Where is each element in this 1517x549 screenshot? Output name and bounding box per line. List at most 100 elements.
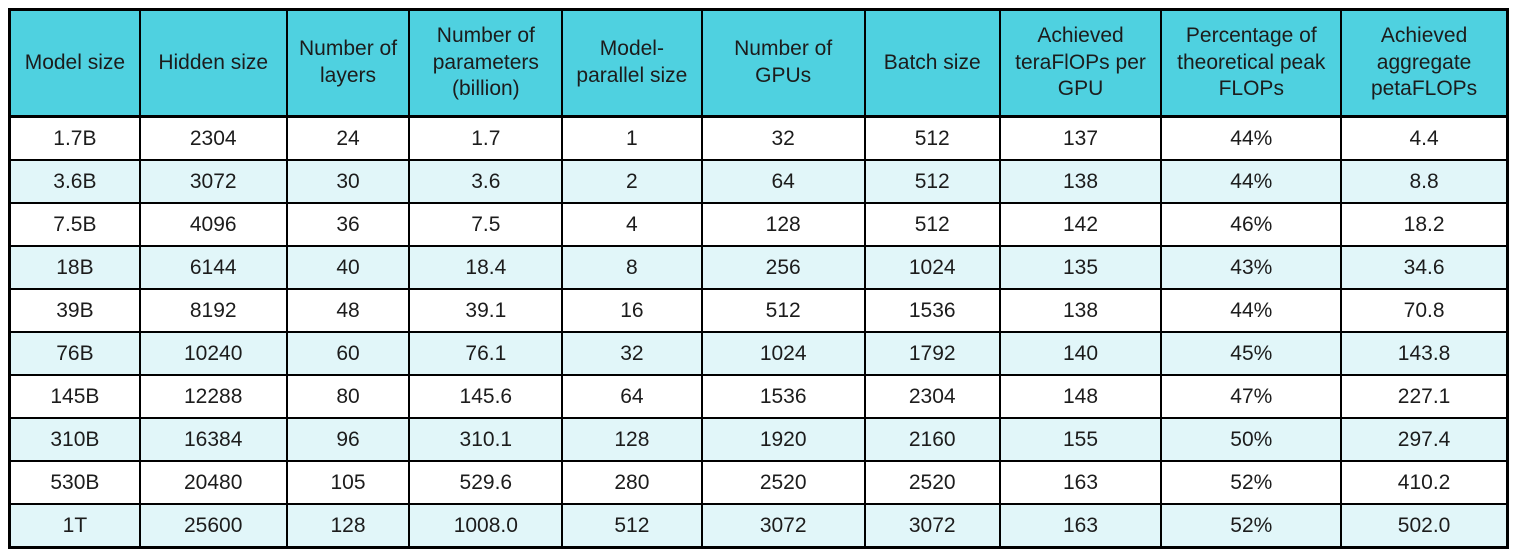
table-row: 145B 12288 80 145.6 64 1536 2304 148 47% 227.1 (8, 374, 1509, 419)
table-cell: 2160 (863, 417, 1001, 462)
table-row: 530B 20480 105 529.6 280 2520 2520 163 52% 410.2 (8, 460, 1509, 505)
table-cell: 36 (285, 202, 411, 247)
table-cell: 76.1 (408, 331, 564, 376)
table-cell: 155 (998, 417, 1163, 462)
table-cell: 39B (8, 288, 141, 333)
table-row: 18B 6144 40 18.4 8 256 1024 135 43% 34.6 (8, 245, 1509, 290)
table-row: 39B 8192 48 39.1 16 512 1536 138 44% 70.8 (8, 288, 1509, 333)
table-cell: 7.5 (408, 202, 564, 247)
table-cell: 145B (8, 374, 141, 419)
table-cell: 135 (998, 245, 1163, 290)
table-cell: 145.6 (408, 374, 564, 419)
table-cell: 137 (998, 115, 1163, 161)
table-cell: 529.6 (408, 460, 564, 505)
table-cell: 45% (1160, 331, 1343, 376)
table-cell: 227.1 (1340, 374, 1509, 419)
table-cell: 530B (8, 460, 141, 505)
table-cell: 12288 (138, 374, 288, 419)
table-cell: 2520 (863, 460, 1001, 505)
table-row: 76B 10240 60 76.1 32 1024 1792 140 45% 143.8 (8, 331, 1509, 376)
table-row: 3.6B 3072 30 3.6 2 64 512 138 44% 8.8 (8, 159, 1509, 204)
table-cell: 96 (285, 417, 411, 462)
column-header-1: Model size (8, 8, 141, 118)
table-cell: 64 (561, 374, 703, 419)
table-cell: 1024 (863, 245, 1001, 290)
table-cell: 40 (285, 245, 411, 290)
table-body: 1.7B 2304 24 1.7 1 32 512 137 44% 4.4 3.6B 3072 30 3.… (8, 115, 1509, 549)
column-header-2: Hidden size (138, 8, 288, 118)
table-cell: 1T (8, 503, 141, 549)
table-cell: 39.1 (408, 288, 564, 333)
table-cell: 1008.0 (408, 503, 564, 549)
table-cell: 143.8 (1340, 331, 1509, 376)
table-cell: 47% (1160, 374, 1343, 419)
table-cell: 256 (700, 245, 866, 290)
table-cell: 2304 (138, 115, 288, 161)
table-cell: 1920 (700, 417, 866, 462)
table-cell: 8192 (138, 288, 288, 333)
table-cell: 60 (285, 331, 411, 376)
table-header: Model size Hidden size Number of layers Num… (8, 8, 1509, 118)
table-cell: 16 (561, 288, 703, 333)
column-header-10: Achieved aggregate petaFLOPs (1340, 8, 1509, 118)
table-cell: 3072 (700, 503, 866, 549)
table-cell: 70.8 (1340, 288, 1509, 333)
table-cell: 512 (863, 115, 1001, 161)
table-cell: 410.2 (1340, 460, 1509, 505)
table-cell: 1024 (700, 331, 866, 376)
table-cell: 3072 (863, 503, 1001, 549)
table-cell: 46% (1160, 202, 1343, 247)
table-cell: 310.1 (408, 417, 564, 462)
table-cell: 1536 (700, 374, 866, 419)
table-cell: 4 (561, 202, 703, 247)
table-cell: 43% (1160, 245, 1343, 290)
table-cell: 30 (285, 159, 411, 204)
table-row: 1.7B 2304 24 1.7 1 32 512 137 44% 4.4 (8, 115, 1509, 161)
table-cell: 1 (561, 115, 703, 161)
table-cell: 512 (700, 288, 866, 333)
column-header-4: Number of parameters (billion) (408, 8, 564, 118)
column-header-9: Percentage of theoretical peak FLOPs (1160, 8, 1343, 118)
table-cell: 512 (561, 503, 703, 549)
table-cell: 8 (561, 245, 703, 290)
table-cell: 64 (700, 159, 866, 204)
table-cell: 44% (1160, 288, 1343, 333)
table-cell: 50% (1160, 417, 1343, 462)
table-cell: 163 (998, 460, 1163, 505)
table-cell: 138 (998, 159, 1163, 204)
table-cell: 105 (285, 460, 411, 505)
table-cell: 48 (285, 288, 411, 333)
table-cell: 32 (561, 331, 703, 376)
table-cell: 18.4 (408, 245, 564, 290)
table-cell: 25600 (138, 503, 288, 549)
table-cell: 1792 (863, 331, 1001, 376)
table-cell: 16384 (138, 417, 288, 462)
column-header-8: Achieved teraFlOPs per GPU (998, 8, 1163, 118)
table-cell: 512 (863, 159, 1001, 204)
table-cell: 1536 (863, 288, 1001, 333)
table-cell: 8.8 (1340, 159, 1509, 204)
table-cell: 310B (8, 417, 141, 462)
header-row: Model size Hidden size Number of layers Num… (8, 8, 1509, 118)
table-row: 7.5B 4096 36 7.5 4 128 512 142 46% 18.2 (8, 202, 1509, 247)
table-cell: 6144 (138, 245, 288, 290)
column-header-6: Number of GPUs (700, 8, 866, 118)
table-cell: 20480 (138, 460, 288, 505)
table-cell: 34.6 (1340, 245, 1509, 290)
table-cell: 3.6B (8, 159, 141, 204)
table-cell: 4.4 (1340, 115, 1509, 161)
table-cell: 44% (1160, 115, 1343, 161)
table-row: 310B 16384 96 310.1 128 1920 2160 155 50% 297.4 (8, 417, 1509, 462)
table-cell: 18B (8, 245, 141, 290)
column-header-3: Number of layers (285, 8, 411, 118)
table-cell: 3072 (138, 159, 288, 204)
table-cell: 142 (998, 202, 1163, 247)
table-cell: 502.0 (1340, 503, 1509, 549)
table-cell: 80 (285, 374, 411, 419)
table-cell: 128 (700, 202, 866, 247)
table-cell: 148 (998, 374, 1163, 419)
table-cell: 1.7 (408, 115, 564, 161)
table-cell: 18.2 (1340, 202, 1509, 247)
table-cell: 163 (998, 503, 1163, 549)
column-header-7: Batch size (863, 8, 1001, 118)
